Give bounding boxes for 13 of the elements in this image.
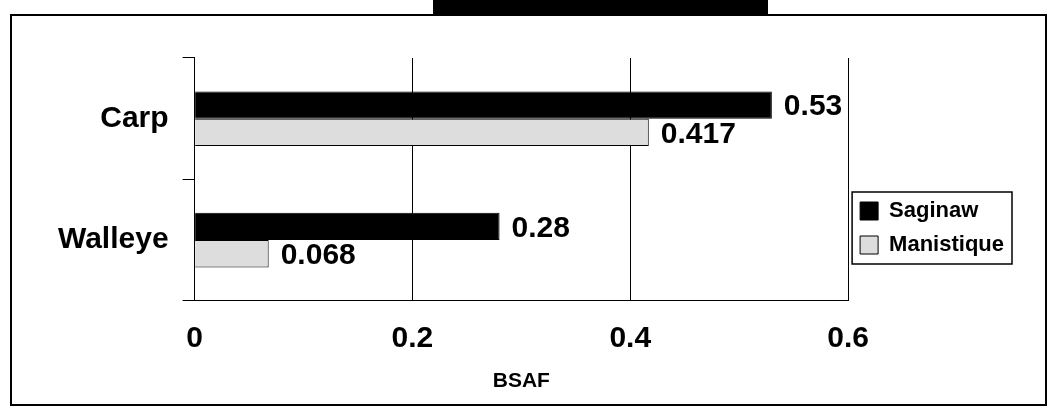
y-tick-label: Carp — [100, 99, 169, 133]
x-tick-label: 0.2 — [391, 320, 434, 354]
legend-label: Manistique — [889, 231, 1005, 257]
x-axis-title: BSAF — [492, 368, 551, 392]
data-label: 0.417 — [660, 115, 736, 149]
legend-label: Saginaw — [889, 197, 980, 223]
data-label: 0.28 — [511, 209, 570, 243]
x-tick-label: 0.6 — [827, 320, 869, 354]
y-tick-label: Walleye — [57, 221, 169, 255]
x-tick-label: 0 — [186, 320, 203, 354]
data-label: 0.53 — [783, 88, 843, 122]
data-label: 0.068 — [280, 237, 356, 271]
x-tick-label: 0.4 — [609, 320, 652, 354]
